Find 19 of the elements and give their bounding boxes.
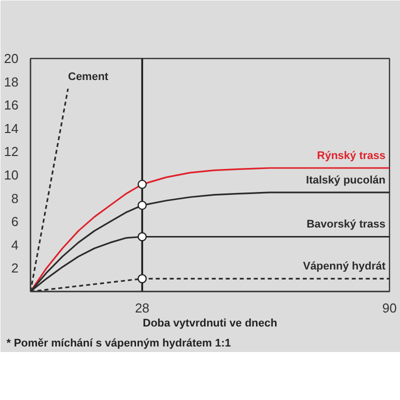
- series-label: Rýnský trass: [317, 150, 386, 162]
- y-tick-label: 12: [4, 144, 19, 160]
- x-axis-title: Doba vytvrdnuti ve dnech: [142, 318, 278, 330]
- x-tick-label: 28: [134, 300, 150, 316]
- y-tick-label: 2: [11, 260, 19, 276]
- y-tick-label: 10: [4, 168, 19, 182]
- series-label: Vápenný hydrát: [302, 260, 386, 273]
- y-tick-label: 20: [4, 51, 19, 66]
- y-tick-label: 16: [4, 98, 19, 113]
- series-label: Bavorský trass: [306, 218, 386, 231]
- series-label: Cement: [68, 70, 109, 83]
- y-tick-label: 8: [11, 190, 19, 206]
- y-tick-label: 14: [4, 120, 19, 136]
- y-tick-label: 6: [11, 214, 19, 230]
- text: * Poměr míchání s vápenným hydrátem 1:1: [6, 338, 231, 350]
- y-tick-label: 18: [4, 74, 19, 90]
- x-tick-label: 90: [382, 300, 397, 316]
- series-label: Italský pucolán: [306, 174, 386, 186]
- y-tick-label: 4: [11, 237, 19, 252]
